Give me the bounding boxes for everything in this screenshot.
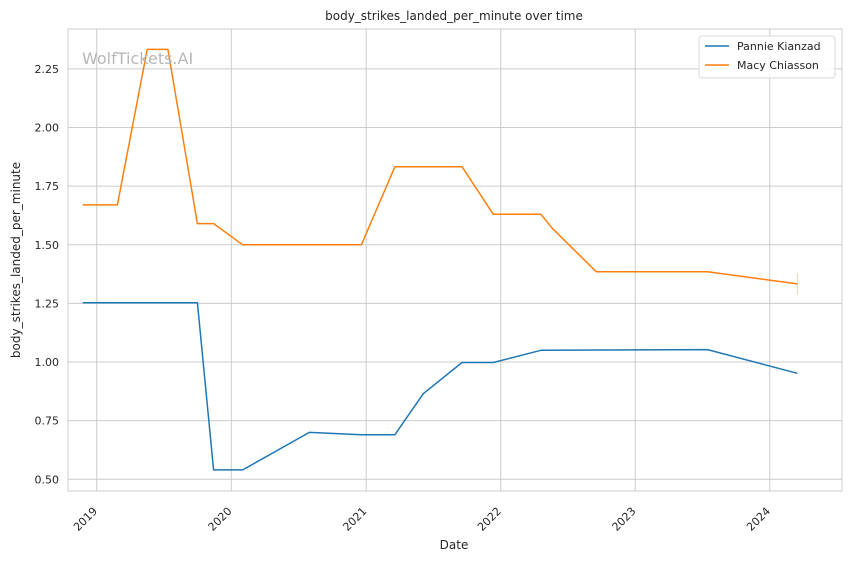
plot-frame bbox=[67, 28, 843, 492]
y-tick-label: 1.75 bbox=[35, 180, 60, 193]
series-line-macy-chiasson bbox=[82, 48, 798, 285]
watermark-text: WolfTickets.AI bbox=[82, 49, 193, 68]
y-tick-label: 0.75 bbox=[35, 415, 60, 428]
x-axis-label: Date bbox=[440, 538, 469, 552]
y-tick-label: 2.25 bbox=[35, 63, 60, 76]
legend-box bbox=[698, 35, 836, 79]
legend: Pannie Kianzad Macy Chiasson bbox=[698, 35, 836, 79]
legend-label: Macy Chiasson bbox=[737, 59, 819, 72]
y-axis-label: body_strikes_landed_per_minute bbox=[9, 162, 23, 358]
y-axis-ticks: 0.50 0.75 1.00 1.25 1.50 1.75 2.00 2.25 bbox=[35, 63, 60, 486]
y-tick-label: 1.00 bbox=[35, 356, 60, 369]
series-line-pannie-kianzad bbox=[82, 301, 798, 471]
y-tick-label: 0.50 bbox=[35, 473, 60, 486]
y-tick-label: 1.25 bbox=[35, 297, 60, 310]
chart-title: body_strikes_landed_per_minute over time bbox=[325, 9, 583, 23]
legend-label: Pannie Kianzad bbox=[737, 40, 821, 53]
y-tick-label: 1.50 bbox=[35, 239, 60, 252]
series-lines bbox=[82, 48, 798, 471]
y-tick-label: 2.00 bbox=[35, 121, 60, 134]
grid bbox=[68, 29, 842, 491]
